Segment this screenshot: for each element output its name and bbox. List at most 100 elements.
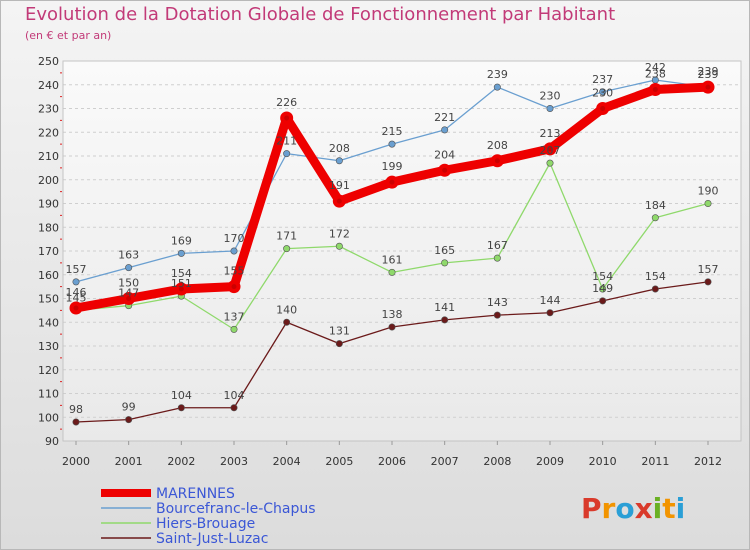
logo-letter: i bbox=[653, 492, 663, 525]
y-tick-label: 250 bbox=[38, 55, 59, 68]
data-point bbox=[283, 318, 291, 326]
data-point bbox=[335, 157, 343, 165]
data-point bbox=[493, 311, 501, 319]
data-label: 190 bbox=[698, 185, 719, 198]
y-tick-label: 110 bbox=[38, 388, 59, 401]
data-point bbox=[72, 418, 80, 426]
legend-label: MARENNES bbox=[156, 486, 235, 502]
data-label: 167 bbox=[487, 239, 508, 252]
data-label: 165 bbox=[434, 244, 455, 257]
data-label: 146 bbox=[66, 286, 87, 299]
data-point bbox=[599, 88, 607, 96]
data-point-core bbox=[547, 146, 553, 152]
data-label: 154 bbox=[645, 270, 666, 283]
data-label: 144 bbox=[540, 294, 561, 307]
data-point-core bbox=[73, 305, 79, 311]
data-label: 208 bbox=[329, 142, 350, 155]
y-tick-label: 210 bbox=[38, 150, 59, 163]
series-lines bbox=[69, 76, 715, 426]
data-label: 213 bbox=[540, 127, 561, 140]
data-point bbox=[177, 404, 185, 412]
x-tick-label: 2004 bbox=[273, 455, 301, 468]
data-label: 157 bbox=[698, 263, 719, 276]
x-tick-label: 2008 bbox=[483, 455, 511, 468]
logo-letter: o bbox=[615, 492, 634, 525]
data-label: 238 bbox=[645, 68, 666, 81]
x-tick-label: 2003 bbox=[220, 455, 248, 468]
data-point bbox=[441, 316, 449, 324]
logo-letter: t bbox=[662, 492, 675, 525]
data-point bbox=[177, 249, 185, 257]
data-label: 154 bbox=[171, 267, 192, 280]
data-label: 145 bbox=[66, 291, 87, 304]
data-label: 163 bbox=[118, 249, 139, 262]
data-label: 199 bbox=[382, 160, 403, 173]
data-point bbox=[441, 126, 449, 134]
data-point bbox=[388, 140, 396, 148]
y-tick-label: 180 bbox=[38, 221, 59, 234]
y-axis: 90 100 110 120 130 140 150 160 170 180 190 200 210 22… bbox=[38, 55, 62, 448]
y-tick-label: 90 bbox=[45, 435, 59, 448]
x-tick-label: 2000 bbox=[62, 455, 90, 468]
data-point-core bbox=[600, 106, 606, 111]
data-label: 170 bbox=[224, 232, 245, 245]
logo-text: Proxiti bbox=[581, 492, 685, 525]
data-label: 239 bbox=[698, 65, 719, 78]
data-point bbox=[704, 278, 712, 286]
logo-letter: P bbox=[581, 492, 602, 525]
data-point bbox=[335, 242, 343, 250]
data-label: 141 bbox=[434, 301, 455, 314]
y-tick-label: 200 bbox=[38, 174, 59, 187]
data-label: 242 bbox=[645, 61, 666, 74]
data-point bbox=[125, 264, 133, 272]
data-point bbox=[493, 254, 501, 262]
logo-letter: r bbox=[602, 492, 616, 525]
data-point bbox=[546, 159, 554, 167]
y-tick-label: 160 bbox=[38, 269, 59, 282]
chart-subtitle: (en € et par an) bbox=[25, 29, 112, 42]
data-point-core bbox=[389, 179, 395, 185]
y-tick-label: 140 bbox=[38, 316, 59, 329]
data-label: 221 bbox=[434, 111, 455, 124]
data-point-core bbox=[284, 115, 290, 121]
data-label: 208 bbox=[487, 139, 508, 152]
y-tick-label: 220 bbox=[38, 126, 59, 139]
data-label: 184 bbox=[645, 199, 666, 212]
data-label: 204 bbox=[434, 148, 455, 161]
data-label: 211 bbox=[276, 135, 297, 148]
y-tick-label: 230 bbox=[38, 103, 59, 116]
data-label: 104 bbox=[171, 389, 192, 402]
x-tick-label: 2001 bbox=[115, 455, 143, 468]
data-point-core bbox=[231, 284, 237, 290]
data-label: 147 bbox=[118, 287, 139, 300]
data-point-core bbox=[494, 158, 500, 164]
data-point-core bbox=[705, 84, 711, 90]
x-tick-label: 2007 bbox=[431, 455, 459, 468]
data-point bbox=[651, 214, 659, 222]
x-tick-label: 2006 bbox=[378, 455, 406, 468]
y-tick-label: 240 bbox=[38, 79, 59, 92]
data-label: 98 bbox=[69, 403, 83, 416]
data-point bbox=[546, 309, 554, 317]
x-tick-label: 2009 bbox=[536, 455, 564, 468]
data-label: 172 bbox=[329, 227, 350, 240]
data-label: 230 bbox=[540, 90, 561, 103]
data-label: 239 bbox=[698, 68, 719, 81]
data-label: 191 bbox=[329, 179, 350, 192]
data-point bbox=[335, 340, 343, 348]
legend-label: Saint-Just-Luzac bbox=[156, 531, 268, 547]
data-label: 104 bbox=[224, 389, 245, 402]
data-point bbox=[493, 83, 501, 91]
logo-letter: x bbox=[635, 492, 653, 525]
data-label: 140 bbox=[276, 303, 297, 316]
data-point bbox=[599, 285, 607, 293]
data-label: 215 bbox=[382, 125, 403, 138]
data-label: 239 bbox=[487, 68, 508, 81]
data-label: 237 bbox=[592, 73, 613, 86]
data-label: 226 bbox=[276, 96, 297, 109]
data-label: 150 bbox=[118, 277, 139, 290]
data-label: 171 bbox=[276, 230, 297, 243]
data-point bbox=[283, 245, 291, 253]
